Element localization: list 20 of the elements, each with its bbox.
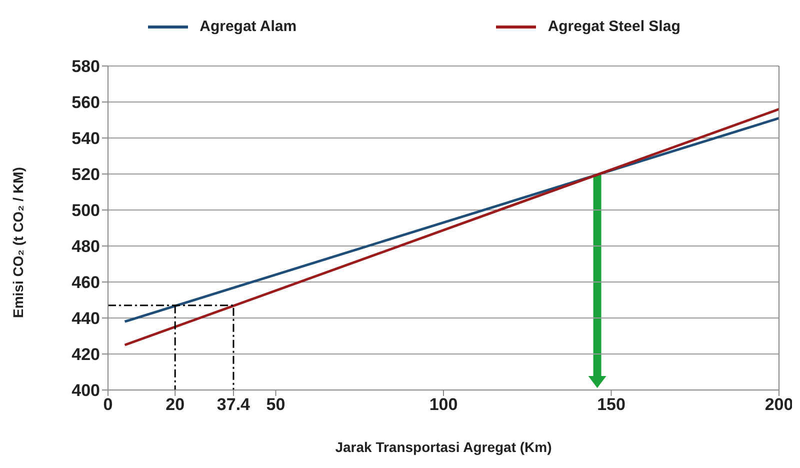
legend-label: Agregat Alam (200, 18, 297, 35)
y-axis-title: Emisi CO₂ (t CO₂ / KM) (10, 167, 26, 318)
x-tick-label: 20 (166, 395, 185, 414)
x-tick-label: 100 (429, 395, 458, 414)
y-tick-label: 440 (72, 309, 100, 328)
y-tick-label: 520 (72, 165, 100, 184)
y-tick-label: 500 (72, 201, 100, 220)
x-tick-label: 37.4 (216, 395, 251, 414)
x-tick-label: 50 (266, 395, 286, 414)
y-tick-label: 460 (72, 273, 100, 292)
y-tick-label: 560 (72, 93, 100, 112)
x-tick-label: 150 (597, 395, 626, 414)
x-axis-title: Jarak Transportasi Agregat (Km) (335, 439, 552, 455)
y-tick-label: 580 (72, 57, 100, 76)
y-tick-label: 540 (72, 129, 100, 148)
y-tick-label: 480 (72, 237, 100, 256)
x-tick-label: 0 (103, 395, 113, 414)
y-tick-label: 420 (72, 345, 100, 364)
legend-label: Agregat Steel Slag (548, 18, 680, 35)
y-tick-label: 400 (72, 381, 100, 400)
